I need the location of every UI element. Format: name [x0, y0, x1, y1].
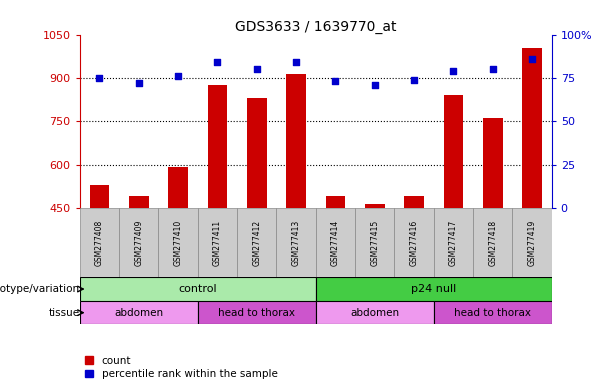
Point: [252, 66, 262, 72]
Text: GSM277408: GSM277408: [95, 219, 104, 266]
FancyBboxPatch shape: [512, 208, 552, 277]
Text: tissue: tissue: [48, 308, 80, 318]
FancyBboxPatch shape: [316, 277, 552, 301]
Bar: [247, 98, 267, 208]
FancyBboxPatch shape: [473, 208, 512, 277]
Point: [449, 68, 459, 74]
Text: GSM277414: GSM277414: [331, 219, 340, 266]
Text: p24 null: p24 null: [411, 284, 456, 294]
Text: GSM277411: GSM277411: [213, 220, 222, 266]
Text: GSM277418: GSM277418: [488, 220, 497, 266]
Text: abdomen: abdomen: [114, 308, 163, 318]
Text: GSM277419: GSM277419: [528, 219, 536, 266]
Point: [94, 75, 104, 81]
FancyBboxPatch shape: [197, 208, 237, 277]
Point: [134, 80, 143, 86]
Text: head to thorax: head to thorax: [454, 308, 531, 318]
FancyBboxPatch shape: [316, 208, 355, 277]
Text: head to thorax: head to thorax: [218, 308, 295, 318]
FancyBboxPatch shape: [197, 301, 316, 324]
Text: GSM277416: GSM277416: [409, 219, 419, 266]
FancyBboxPatch shape: [434, 301, 552, 324]
FancyBboxPatch shape: [80, 208, 119, 277]
Bar: [404, 196, 424, 208]
FancyBboxPatch shape: [80, 277, 316, 301]
Point: [370, 82, 379, 88]
FancyBboxPatch shape: [158, 208, 197, 277]
Point: [173, 73, 183, 79]
Text: GSM277412: GSM277412: [252, 220, 261, 266]
Point: [213, 59, 223, 65]
Text: abdomen: abdomen: [350, 308, 399, 318]
Bar: [326, 196, 345, 208]
Point: [527, 56, 537, 62]
Text: GSM277409: GSM277409: [134, 219, 143, 266]
FancyBboxPatch shape: [237, 208, 276, 277]
FancyBboxPatch shape: [316, 301, 434, 324]
Text: GSM277413: GSM277413: [292, 219, 300, 266]
Bar: [129, 196, 148, 208]
Bar: [522, 48, 542, 208]
Text: GSM277417: GSM277417: [449, 219, 458, 266]
Bar: [168, 167, 188, 208]
FancyBboxPatch shape: [434, 208, 473, 277]
Bar: [444, 95, 463, 208]
Legend: count, percentile rank within the sample: count, percentile rank within the sample: [85, 356, 278, 379]
FancyBboxPatch shape: [119, 208, 158, 277]
FancyBboxPatch shape: [80, 301, 197, 324]
Bar: [483, 118, 503, 208]
FancyBboxPatch shape: [276, 208, 316, 277]
Bar: [286, 74, 306, 208]
FancyBboxPatch shape: [394, 208, 434, 277]
Text: GSM277410: GSM277410: [173, 219, 183, 266]
Text: control: control: [178, 284, 217, 294]
Point: [409, 76, 419, 83]
FancyBboxPatch shape: [355, 208, 394, 277]
Point: [330, 78, 340, 84]
Text: GSM277415: GSM277415: [370, 219, 379, 266]
Bar: [89, 185, 109, 208]
Bar: [365, 204, 384, 208]
Text: genotype/variation: genotype/variation: [0, 284, 80, 294]
Title: GDS3633 / 1639770_at: GDS3633 / 1639770_at: [235, 20, 397, 33]
Point: [488, 66, 498, 72]
Bar: [208, 85, 227, 208]
Point: [291, 59, 301, 65]
